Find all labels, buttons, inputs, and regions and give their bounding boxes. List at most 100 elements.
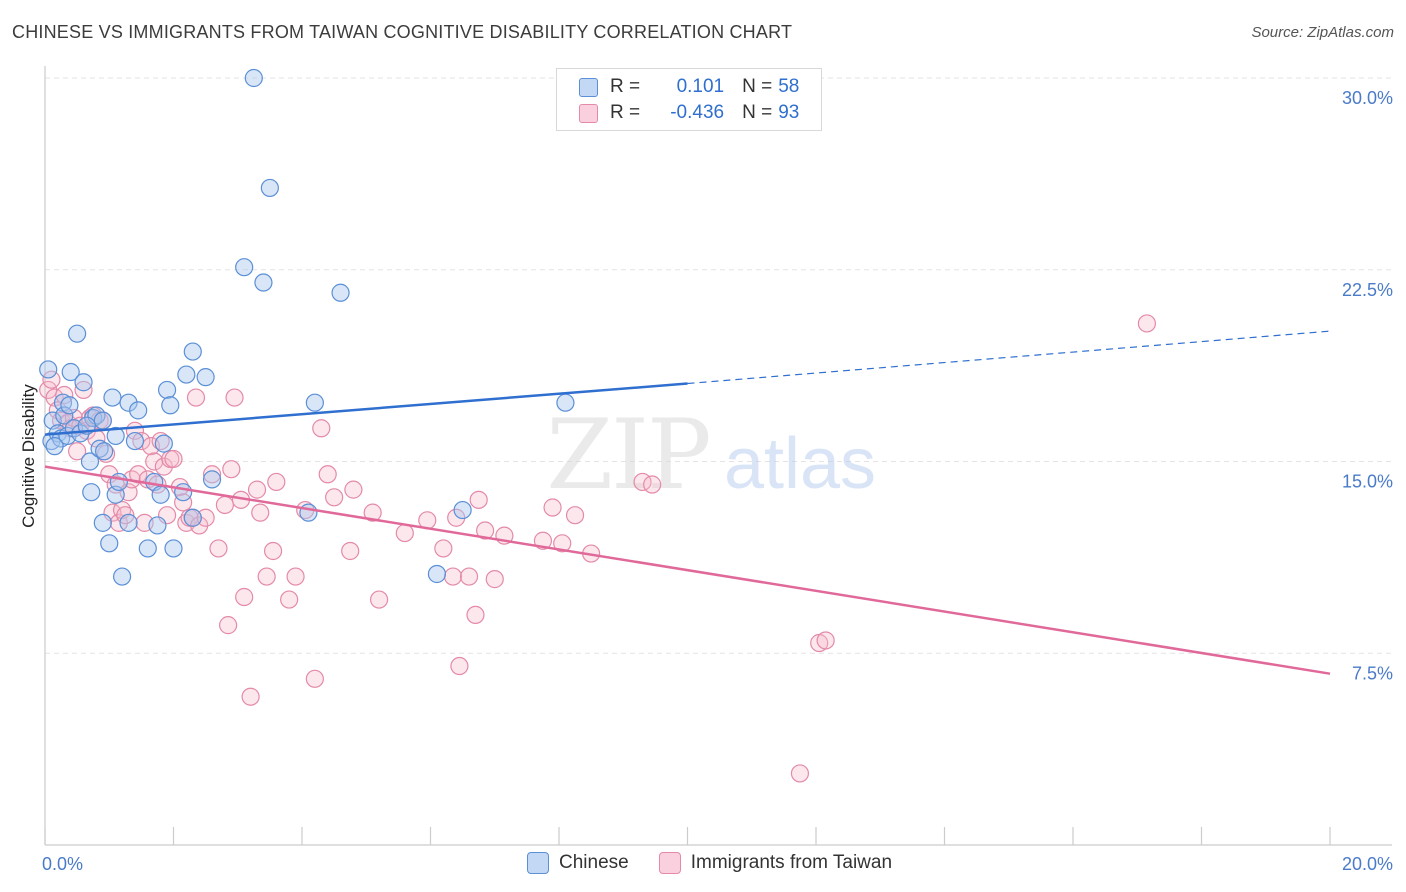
- data-point-taiwan: [251, 503, 270, 522]
- data-point-chinese: [55, 406, 74, 425]
- legend-swatch-chinese: [579, 77, 598, 97]
- data-point-taiwan: [466, 605, 485, 625]
- taiwan-points: [39, 314, 1156, 783]
- data-point-chinese: [95, 442, 114, 461]
- series-legend: Chinese Immigrants from Taiwan: [527, 852, 922, 874]
- data-point-chinese: [177, 365, 196, 384]
- legend-n-label: N =: [742, 102, 773, 123]
- data-point-chinese: [299, 503, 318, 522]
- data-point-taiwan: [434, 539, 453, 558]
- data-point-chinese: [154, 434, 173, 453]
- series-swatch-chinese: [527, 852, 549, 874]
- grid-lines: [45, 77, 1392, 654]
- legend-row-chinese: R = 0.101 N = 58: [579, 75, 799, 99]
- legend-row-taiwan: R = -0.436 N = 93: [579, 101, 799, 125]
- data-point-taiwan: [257, 567, 276, 586]
- y-tick-label: 22.5%: [1342, 280, 1393, 300]
- data-point-chinese: [100, 534, 119, 553]
- data-point-chinese: [68, 324, 87, 343]
- data-point-chinese: [556, 393, 575, 412]
- x-tick-label: 20.0%: [1342, 854, 1393, 874]
- data-point-taiwan: [565, 506, 585, 525]
- data-point-taiwan: [196, 508, 215, 527]
- data-point-chinese: [125, 431, 145, 451]
- correlation-legend: R = 0.101 N = 58 R = -0.436 N = 93: [556, 68, 822, 131]
- x-tick-label: 0.0%: [42, 854, 83, 874]
- series-name-taiwan: Immigrants from Taiwan: [690, 852, 893, 873]
- data-point-taiwan: [263, 541, 283, 561]
- data-point-chinese: [60, 396, 79, 415]
- trend-lines: [44, 330, 1331, 675]
- data-point-chinese: [119, 393, 138, 412]
- data-point-taiwan: [816, 631, 835, 650]
- data-point-taiwan: [469, 490, 488, 509]
- y-tick-label: 15.0%: [1342, 472, 1393, 492]
- data-point-taiwan: [450, 656, 469, 676]
- data-point-taiwan: [1137, 314, 1156, 333]
- legend-n-value-taiwan: 93: [778, 102, 800, 123]
- data-point-chinese: [161, 396, 180, 415]
- data-point-chinese: [183, 342, 202, 361]
- watermark-atlas: atlas: [724, 424, 876, 504]
- data-point-taiwan: [202, 465, 222, 484]
- data-point-taiwan: [132, 431, 151, 451]
- data-point-taiwan: [363, 503, 382, 522]
- data-point-chinese: [138, 539, 157, 558]
- data-point-taiwan: [186, 388, 206, 407]
- legend-swatch-taiwan: [579, 103, 598, 123]
- data-point-taiwan: [164, 449, 183, 469]
- data-point-chinese: [183, 508, 202, 527]
- data-point-taiwan: [325, 488, 344, 507]
- legend-n-value-chinese: 58: [778, 76, 800, 97]
- data-point-chinese: [148, 516, 167, 535]
- series-legend-taiwan: Immigrants from Taiwan: [658, 852, 893, 874]
- data-point-taiwan: [344, 480, 363, 499]
- data-point-taiwan: [219, 616, 238, 635]
- data-point-chinese: [254, 273, 273, 292]
- data-point-taiwan: [235, 587, 254, 607]
- data-point-chinese: [93, 513, 112, 532]
- data-point-taiwan: [209, 539, 228, 558]
- data-point-chinese: [74, 373, 93, 392]
- data-point-chinese: [235, 258, 254, 277]
- y-axis-label: Cognitive Disability: [19, 384, 38, 528]
- data-point-taiwan: [395, 523, 414, 543]
- data-point-taiwan: [443, 567, 463, 586]
- data-point-taiwan: [174, 493, 193, 512]
- trend-line-taiwan: [44, 465, 1331, 675]
- data-point-chinese: [164, 539, 183, 558]
- data-point-taiwan: [280, 590, 299, 609]
- watermark-zip: ZIP: [546, 399, 709, 511]
- data-point-taiwan: [55, 385, 74, 405]
- data-point-chinese: [39, 360, 58, 379]
- data-point-chinese: [103, 388, 122, 407]
- legend-r-label: R =: [610, 102, 641, 123]
- data-point-taiwan: [790, 764, 810, 783]
- data-point-chinese: [106, 426, 125, 446]
- data-point-chinese: [119, 513, 138, 532]
- data-point-taiwan: [370, 590, 389, 609]
- data-point-taiwan: [68, 442, 87, 461]
- data-point-chinese: [112, 567, 132, 586]
- data-point-taiwan: [318, 465, 337, 484]
- data-point-taiwan: [543, 498, 562, 517]
- series-name-chinese: Chinese: [559, 852, 629, 873]
- data-point-chinese: [61, 362, 80, 382]
- data-point-taiwan: [286, 567, 305, 586]
- y-tick-label: 30.0%: [1342, 88, 1393, 108]
- data-point-taiwan: [459, 567, 479, 586]
- data-point-chinese: [196, 368, 215, 387]
- data-point-taiwan: [305, 669, 324, 688]
- data-point-taiwan: [476, 521, 495, 540]
- source-label: Source: ZipAtlas.com: [1251, 24, 1394, 41]
- legend-n-label: N =: [742, 76, 773, 97]
- y-tick-label: 7.5%: [1352, 663, 1393, 683]
- data-point-chinese: [129, 401, 148, 420]
- data-point-taiwan: [643, 475, 662, 494]
- data-point-chinese: [260, 178, 279, 198]
- data-point-taiwan: [42, 370, 61, 389]
- trend-line-chinese: [44, 382, 688, 436]
- data-point-taiwan: [485, 570, 504, 589]
- data-point-taiwan: [151, 431, 170, 451]
